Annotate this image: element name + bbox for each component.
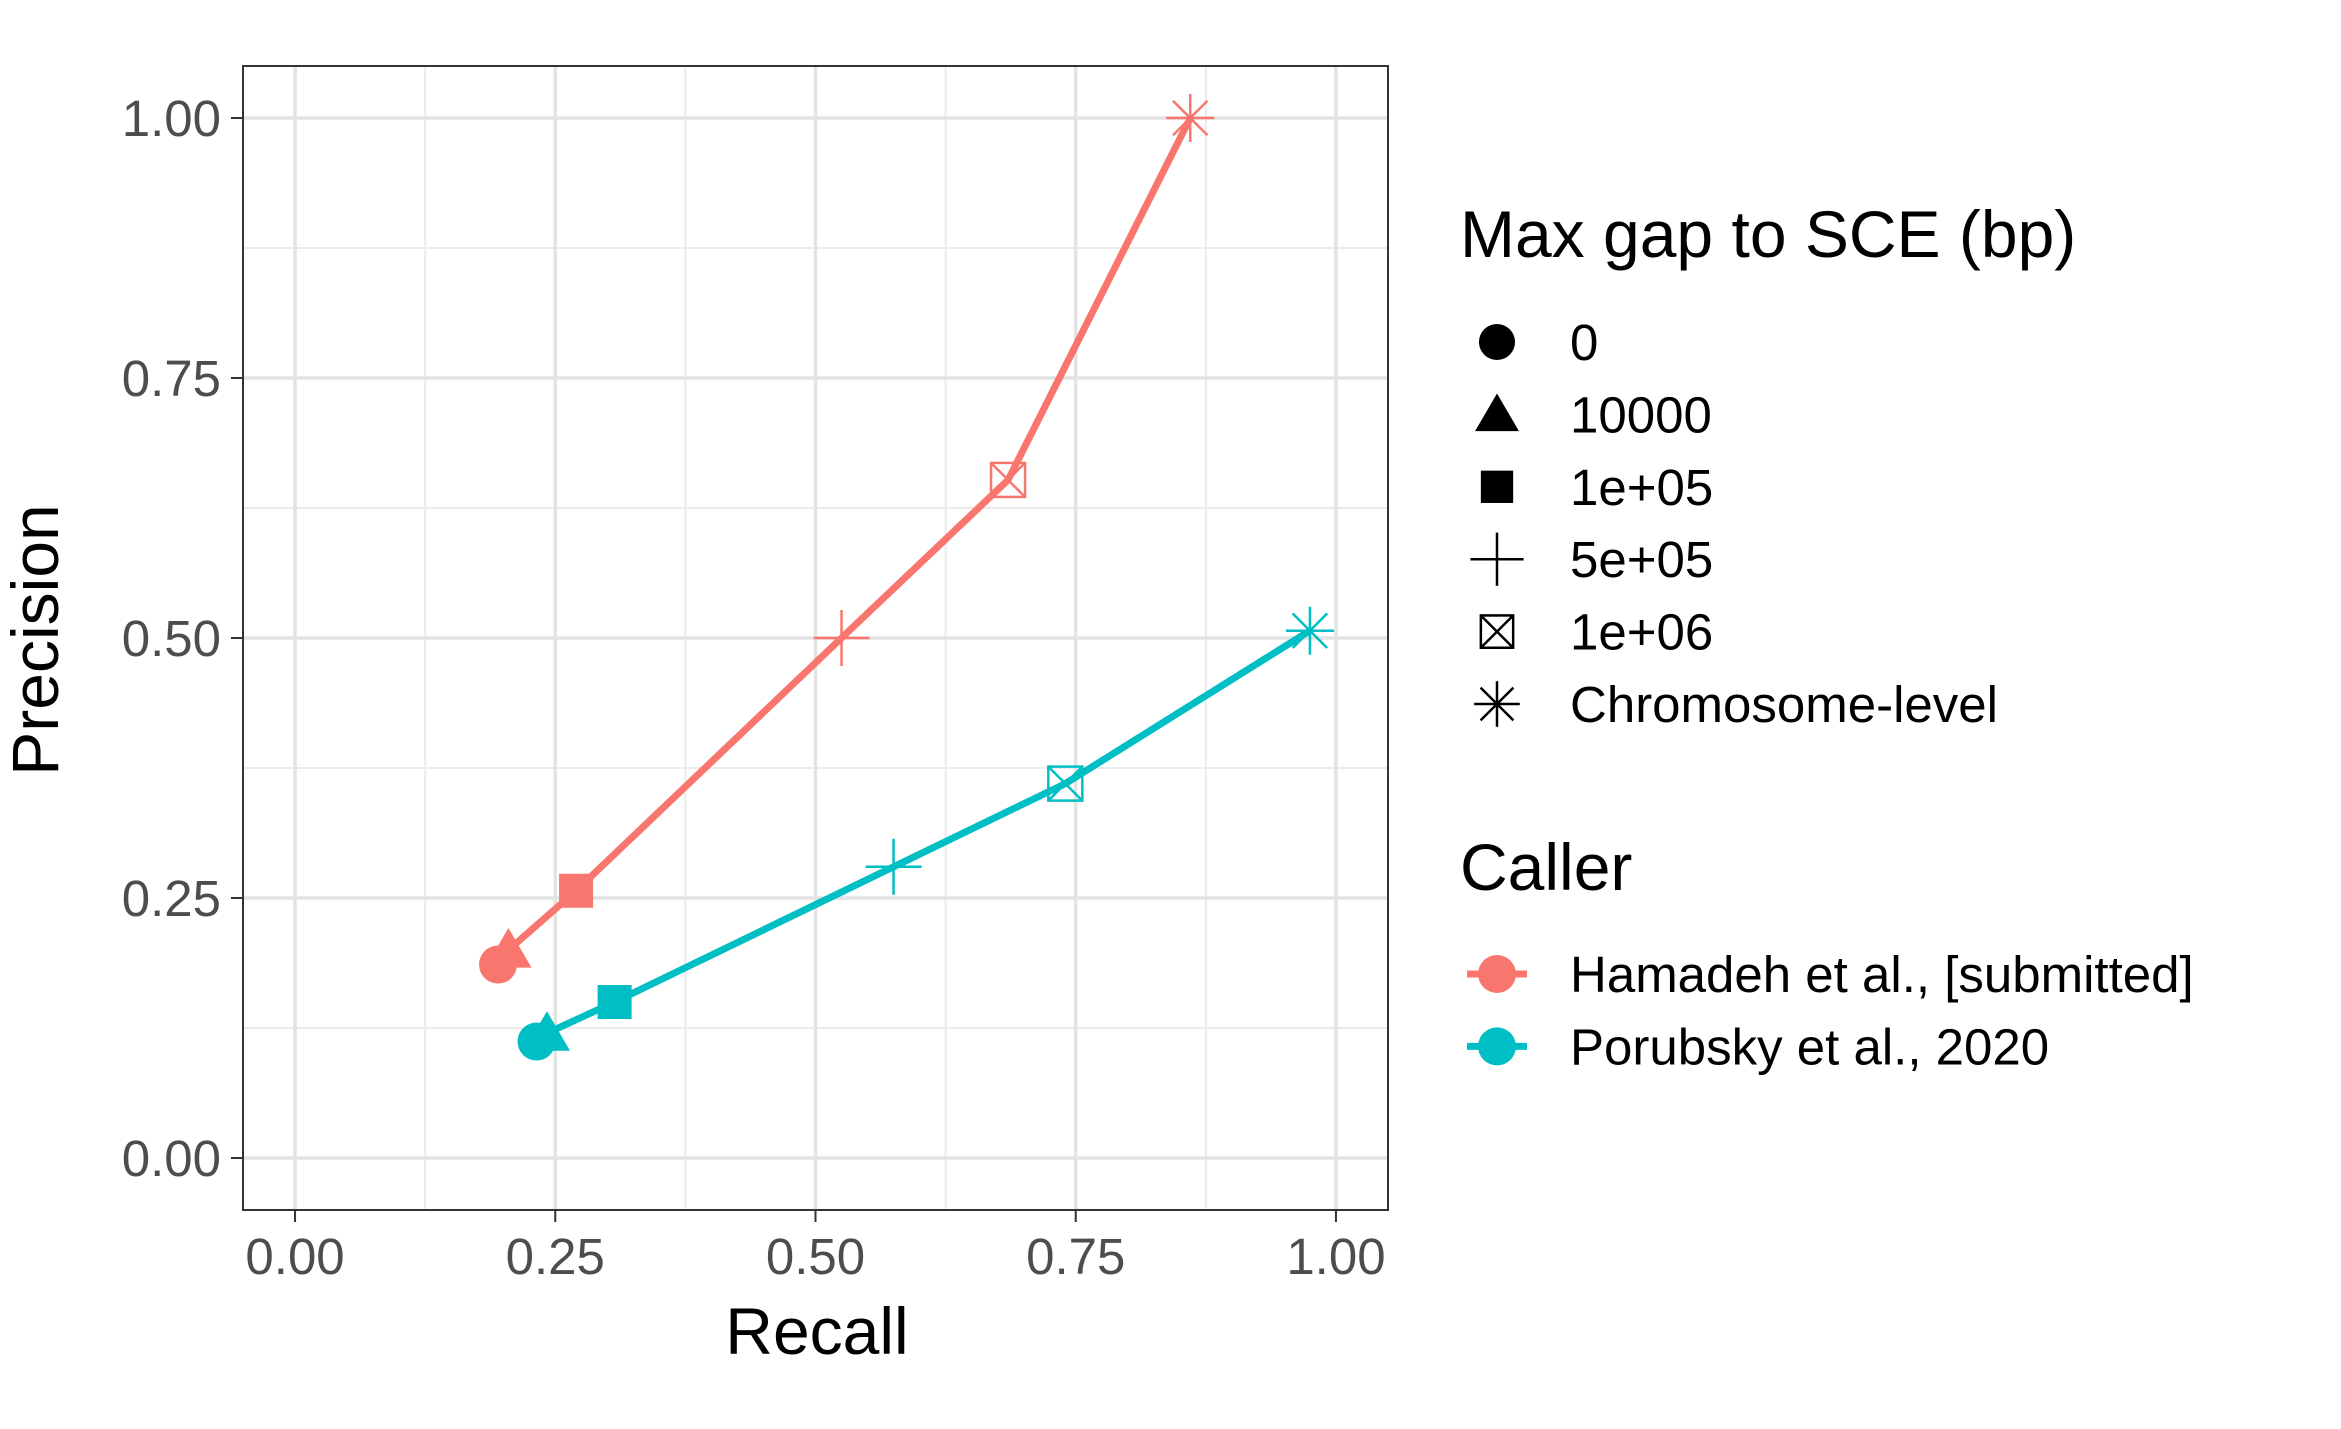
legend-key-circle [1478,955,1516,993]
shape-legend-title: Max gap to SCE (bp) [1460,197,2076,271]
x-tick-label: 0.50 [766,1228,865,1285]
marker-star-d2 [1291,612,1329,649]
x-tick-label: 1.00 [1286,1228,1385,1285]
x-tick-label: 0.25 [506,1228,605,1285]
legend-key-triangle [1475,393,1519,432]
marker-square [559,873,594,908]
marker-box-diag2 [1047,765,1084,802]
y-tick-label: 1.00 [122,90,221,147]
y-axis-title: Precision [0,504,72,775]
legend-label: Porubsky et al., 2020 [1570,1018,2049,1075]
y-tick-label: 0.50 [122,610,221,667]
legend-label: 10000 [1570,386,1712,443]
marker-box [1479,614,1515,650]
marker-triangle [1475,393,1519,432]
marker-star-d2 [1479,686,1515,722]
data-point [1166,94,1215,142]
legend-label: 1e+05 [1570,459,1713,516]
data-point [485,928,532,968]
legend-key-circle [1478,1027,1516,1066]
y-axis-ticks: 0.00 0.25 0.50 0.75 1.00 [122,90,243,1187]
legend: Max gap to SCE (bp) 0 10000 1e+05 5e+05 1e+0… [1460,197,2194,1075]
series-points [479,94,1334,1061]
x-tick-label: 0.00 [245,1228,344,1285]
marker-box-diag2 [990,462,1026,498]
data-point [559,873,594,908]
color-legend-items: Hamadeh et al., [submitted] Porubsky et a… [1467,946,2194,1075]
x-axis-ticks: 0.00 0.25 0.50 0.75 1.00 [245,1210,1386,1285]
legend-label: 5e+05 [1570,531,1713,588]
data-point [523,1011,571,1051]
x-axis-title: Recall [725,1294,908,1368]
shape-legend-items: 0 10000 1e+05 5e+05 1e+06 Chromosome-level [1470,314,1998,733]
legend-key-square [1480,470,1514,503]
legend-label: Hamadeh et al., [submitted] [1570,946,2194,1003]
marker-star-d2 [1172,99,1209,137]
legend-key-circle [1478,323,1516,361]
color-legend-title: Caller [1460,830,1632,904]
legend-key-asterisk [1474,681,1520,727]
x-tick-label: 0.75 [1026,1228,1125,1285]
y-tick-label: 0.75 [122,350,221,407]
marker-square [1480,470,1514,503]
data-point [865,838,922,895]
marker-triangle [485,928,532,968]
data-point [989,461,1027,499]
legend-key-plus [1470,532,1524,586]
marker-circle [1478,323,1516,361]
marker-box [989,461,1027,499]
marker-square [597,985,632,1019]
legend-label: 0 [1570,314,1598,371]
data-point [597,985,632,1019]
legend-label: Chromosome-level [1570,676,1998,733]
marker-box-diag2 [1479,614,1515,649]
data-point [1285,606,1334,655]
y-tick-label: 0.00 [122,1130,221,1187]
marker-triangle [523,1011,571,1051]
y-tick-label: 0.25 [122,870,221,927]
legend-label: 1e+06 [1570,604,1713,661]
legend-key-boxed-x [1479,614,1515,650]
marker-box [1047,765,1084,802]
data-point [1047,765,1084,802]
data-point [813,610,870,666]
